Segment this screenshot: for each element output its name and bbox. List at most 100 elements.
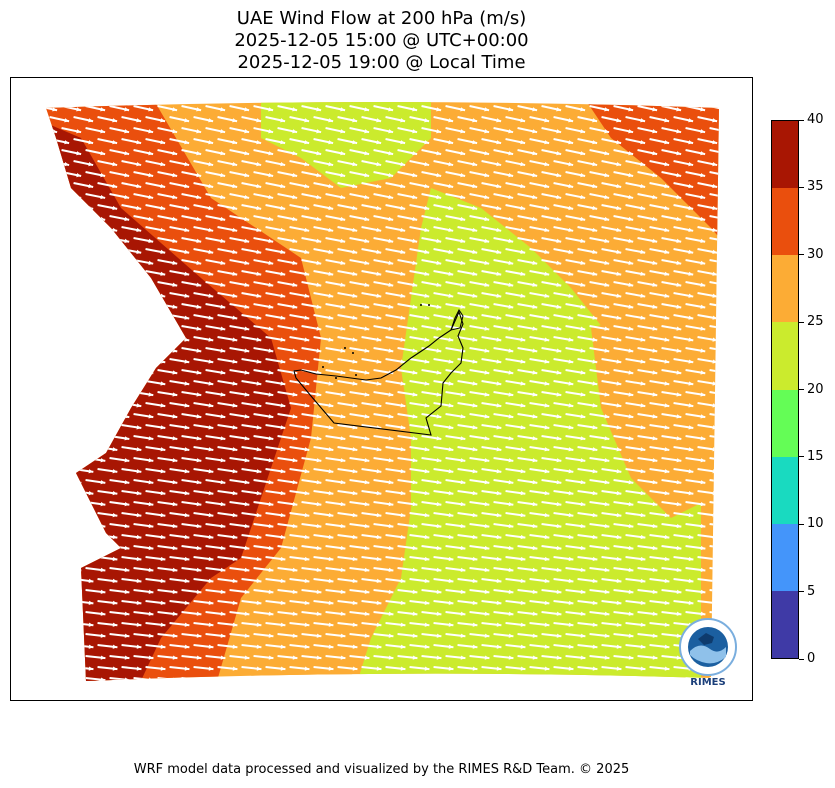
wind-arrowhead: [136, 249, 142, 254]
wind-arrowhead: [172, 633, 178, 638]
wind-arrowhead: [100, 458, 106, 463]
wind-arrow: [170, 689, 190, 691]
wind-arrowhead: [604, 216, 610, 222]
wind-arrowhead: [496, 381, 502, 386]
wind-arrow: [709, 479, 719, 484]
wind-arrowhead: [172, 370, 178, 375]
wind-arrowhead: [328, 447, 334, 452]
wind-arrow: [734, 172, 753, 176]
wind-arrowhead: [544, 315, 550, 320]
wind-arrowhead: [304, 425, 310, 430]
wind-arrowhead: [592, 293, 598, 298]
wind-arrowhead: [664, 337, 670, 342]
wind-arrowhead: [460, 480, 466, 485]
wind-arrow: [46, 325, 58, 331]
wind-arrowhead: [328, 469, 334, 474]
wind-arrowhead: [124, 611, 130, 616]
wind-arrowhead: [616, 425, 622, 430]
wind-arrow: [626, 689, 646, 691]
wind-arrowhead: [148, 282, 154, 287]
wind-arrow: [61, 479, 82, 484]
wind-arrowhead: [328, 578, 334, 584]
wind-arrowhead: [580, 502, 586, 507]
wind-arrowhead: [664, 162, 670, 167]
wind-arrowhead: [52, 370, 58, 375]
wind-arrowhead: [280, 205, 286, 211]
wind-arrowhead: [256, 205, 262, 211]
wind-arrowhead: [604, 370, 610, 375]
wind-arrow: [61, 589, 82, 594]
wind-arrowhead: [448, 183, 454, 189]
wind-arrowhead: [208, 447, 214, 452]
wind-arrow: [530, 689, 550, 691]
wind-arrowhead: [580, 655, 586, 660]
wind-arrow: [541, 677, 562, 681]
wind-arrowhead: [568, 293, 574, 298]
wind-arrowhead: [700, 173, 706, 178]
wind-arrowhead: [472, 183, 478, 189]
wind-arrowhead: [232, 469, 238, 474]
wind-arrowhead: [400, 556, 406, 562]
wind-arrowhead: [76, 545, 82, 551]
wind-arrowhead: [100, 589, 106, 594]
wind-arrowhead: [232, 118, 238, 123]
wind-arrowhead: [484, 107, 490, 112]
wind-arrowhead: [736, 162, 741, 166]
wind-arrowhead: [184, 359, 190, 364]
wind-arrowhead: [737, 579, 742, 583]
wind-arrow: [722, 271, 742, 275]
wind-arrowhead: [568, 359, 574, 364]
wind-arrowhead: [292, 304, 298, 309]
wind-arrowhead: [520, 447, 526, 452]
wind-arrowhead: [640, 162, 646, 167]
wind-arrowhead: [208, 293, 214, 298]
wind-arrow: [49, 490, 70, 495]
wind-arrowhead: [424, 293, 430, 298]
wind-arrowhead: [616, 491, 622, 496]
wind-arrowhead: [376, 359, 382, 364]
wind-arrowhead: [520, 469, 526, 474]
wind-arrowhead: [196, 392, 202, 397]
wind-arrowhead: [532, 129, 538, 134]
wind-arrowhead: [172, 414, 178, 419]
wind-arrow: [49, 248, 70, 254]
wind-arrowhead: [460, 304, 466, 309]
wind-arrowhead: [256, 249, 262, 254]
colorbar-tick: [799, 658, 804, 660]
wind-arrow: [46, 391, 58, 397]
wind-arrowhead: [112, 600, 118, 605]
wind-arrowhead: [712, 556, 718, 562]
wind-arrowhead: [328, 622, 334, 627]
wind-arrow: [734, 436, 753, 439]
wind-arrowhead: [268, 107, 274, 112]
wind-arrowhead: [424, 359, 430, 364]
wind-arrowhead: [616, 512, 622, 518]
map-panel: [10, 77, 753, 701]
wind-arrowhead: [580, 392, 586, 397]
wind-arrowhead: [316, 107, 322, 112]
wind-arrowhead: [532, 655, 538, 660]
wind-arrow: [722, 381, 742, 384]
wind-arrowhead: [724, 173, 729, 177]
wind-arrow: [122, 689, 142, 691]
wind-arrow: [97, 336, 118, 342]
wind-arrowhead: [400, 315, 406, 320]
wind-arrow: [722, 535, 742, 538]
wind-arrowhead: [544, 556, 550, 562]
wind-arrowhead: [737, 557, 742, 561]
wind-arrow: [46, 677, 58, 681]
wind-arrowhead: [340, 655, 346, 660]
wind-arrowhead: [652, 480, 658, 485]
rimes-globe-logo-icon: [679, 618, 737, 676]
wind-arrowhead: [244, 611, 250, 616]
wind-arrowhead: [640, 491, 646, 496]
wind-arrowhead: [208, 227, 214, 233]
wind-arrow: [49, 512, 70, 517]
wind-arrowhead: [400, 359, 406, 364]
wind-arrowhead: [304, 381, 310, 386]
wind-arrowhead: [232, 534, 238, 540]
wind-arrowhead: [496, 425, 502, 430]
wind-arrowhead: [580, 107, 586, 112]
wind-arrowhead: [484, 238, 490, 244]
wind-arrowhead: [580, 173, 586, 178]
